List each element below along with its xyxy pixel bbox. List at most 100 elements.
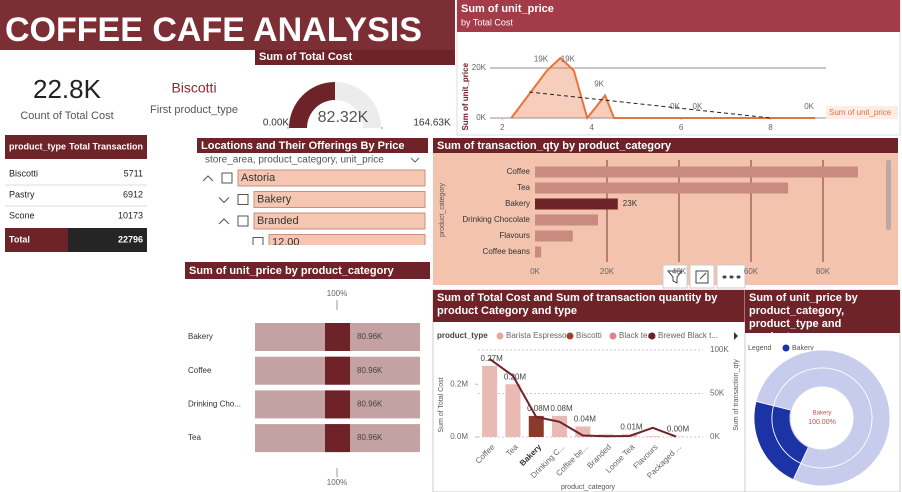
data-label: 19K bbox=[534, 55, 549, 64]
table-cell: Biscotti bbox=[9, 168, 38, 178]
line-series bbox=[489, 358, 677, 438]
visual-toolbar bbox=[662, 264, 746, 289]
legend-label: Black tea bbox=[619, 331, 652, 340]
y2-axis-label: Sum of transaction_qty bbox=[733, 359, 740, 431]
line-series bbox=[510, 56, 816, 121]
panel-title-bar bbox=[185, 262, 430, 279]
data-label: 80.96K bbox=[357, 433, 383, 442]
sunburst-center bbox=[789, 385, 855, 451]
legend-label: Barista Espresso bbox=[506, 331, 567, 340]
center-percent: 100.00% bbox=[808, 419, 836, 426]
dropdown-chevron[interactable] bbox=[410, 157, 420, 163]
bar bbox=[535, 182, 789, 194]
table-cell: 6912 bbox=[123, 189, 143, 199]
slicer-item-label: Branded bbox=[257, 215, 299, 227]
chart-title: Sum of unit_price by product_category, p… bbox=[749, 292, 858, 333]
y2-tick-label: 0K bbox=[710, 432, 720, 441]
checkbox[interactable] bbox=[221, 172, 233, 184]
slicer-item-label: 12.00 bbox=[272, 236, 300, 248]
expand-chevron[interactable] bbox=[202, 175, 214, 182]
legend-label: Bakery bbox=[792, 345, 814, 352]
data-label: 0.08M bbox=[527, 404, 550, 413]
table-cell: Pastry bbox=[9, 189, 35, 199]
data-label: 0.00M bbox=[667, 425, 690, 434]
chart-subtitle: by Total Cost bbox=[461, 17, 513, 27]
y-tick-label: Coffee bbox=[507, 167, 531, 176]
data-label: 80.96K bbox=[357, 366, 383, 375]
column bbox=[528, 415, 544, 437]
table-column-header[interactable]: Total Transaction bbox=[69, 141, 143, 151]
bar bbox=[535, 246, 542, 258]
column bbox=[505, 384, 521, 437]
y-tick-label: Coffee beans bbox=[483, 247, 530, 256]
slicer-item-label: Bakery bbox=[257, 193, 292, 205]
y-tick-label: Bakery bbox=[505, 199, 530, 208]
y-tick-label: 0K bbox=[476, 113, 486, 122]
slicer-item[interactable] bbox=[253, 191, 426, 208]
y-axis-label: product_category bbox=[439, 182, 446, 237]
x-tick-label: 40K bbox=[672, 267, 687, 276]
gauge-value bbox=[289, 82, 336, 128]
data-label: 0.20M bbox=[504, 372, 527, 381]
table-column-header[interactable]: product_type bbox=[9, 141, 66, 151]
legend-title: Legend bbox=[748, 345, 771, 352]
chart-title: Sum of Total Cost bbox=[259, 51, 353, 63]
table-total-value: 22796 bbox=[118, 234, 143, 244]
y-tick-label: 0.0M bbox=[450, 432, 468, 441]
header-bar bbox=[0, 0, 455, 50]
table-total-cell bbox=[5, 228, 68, 252]
bar-highlight bbox=[325, 323, 350, 351]
legend-title: product_type bbox=[437, 331, 488, 340]
legend-scroll[interactable] bbox=[734, 332, 738, 340]
data-label: 0.01M bbox=[620, 422, 643, 431]
column bbox=[552, 415, 568, 437]
legend-swatch bbox=[566, 332, 574, 340]
panel-title-bar bbox=[457, 0, 900, 32]
legend-label: Biscotti bbox=[576, 331, 602, 340]
y2-tick-label: 100K bbox=[710, 345, 729, 354]
x-tick-label: 8 bbox=[768, 123, 773, 132]
x-tick-label: 6 bbox=[679, 123, 684, 132]
legend-bg bbox=[826, 106, 898, 119]
bar-highlight bbox=[325, 424, 350, 453]
table-total-label: Total bbox=[9, 234, 30, 244]
legend-swatch bbox=[496, 332, 504, 340]
slicer-item[interactable] bbox=[268, 234, 426, 251]
scrollbar[interactable] bbox=[886, 160, 891, 230]
gauge-tick-label: 0.00K bbox=[263, 118, 289, 129]
slicer-item[interactable] bbox=[237, 169, 426, 187]
checkbox[interactable] bbox=[237, 215, 249, 227]
data-label: 0K bbox=[670, 102, 680, 111]
bar bbox=[535, 166, 858, 178]
bar-highlight bbox=[325, 390, 350, 419]
y-tick-label: Bakery bbox=[188, 332, 213, 341]
checkbox[interactable] bbox=[252, 237, 264, 248]
bar-highlight bbox=[325, 356, 350, 385]
chart-title: Sum of transaction_qty by product_catego… bbox=[437, 140, 672, 152]
legend-label: Sum of unit_price bbox=[829, 108, 892, 117]
y-axis-label: Sum of Total Cost bbox=[438, 377, 445, 432]
data-label: 0.08M bbox=[550, 404, 573, 413]
center-category: Bakery bbox=[813, 411, 832, 417]
column bbox=[482, 365, 498, 437]
y-tick-label: Tea bbox=[517, 183, 530, 192]
slicer-list: Astoria Bakery Branded 12.00 bbox=[202, 169, 426, 251]
panel-title-bar bbox=[745, 290, 900, 333]
card-value: 22.8K bbox=[33, 74, 102, 104]
y-tick-label: Flavours bbox=[499, 231, 530, 240]
x-tick-label: 100% bbox=[327, 289, 347, 298]
chart-title: Sum of unit_price bbox=[461, 3, 554, 15]
table-header bbox=[5, 135, 147, 159]
data-label: 80.96K bbox=[357, 400, 383, 409]
expand-chevron[interactable] bbox=[218, 197, 230, 204]
data-label: 0K bbox=[693, 102, 703, 111]
checkbox[interactable] bbox=[237, 194, 249, 205]
slicer-item[interactable] bbox=[253, 212, 426, 230]
x-tick-label: 60K bbox=[744, 267, 759, 276]
filter-icon bbox=[666, 270, 684, 284]
gauge-tick-label: 164.63K bbox=[413, 118, 451, 129]
y-tick-label: Drinking Chocolate bbox=[462, 215, 530, 224]
gauge-value-label: 82.32K bbox=[318, 109, 369, 126]
card-label: First product_type bbox=[150, 104, 238, 116]
expand-chevron[interactable] bbox=[218, 218, 230, 225]
